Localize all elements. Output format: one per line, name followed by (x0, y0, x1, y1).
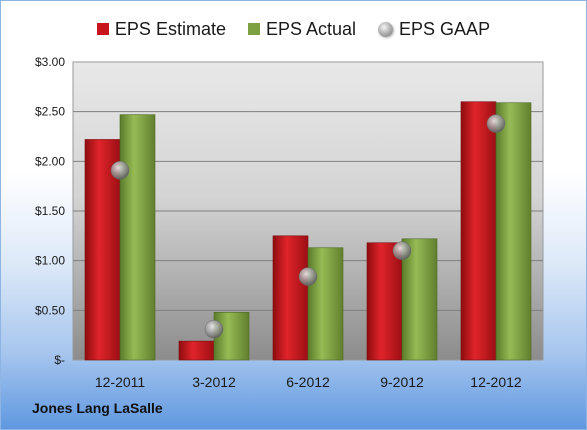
bar-eps-estimate (460, 101, 497, 361)
bar-eps-actual (213, 312, 250, 361)
legend-item-estimate: EPS Estimate (96, 18, 226, 40)
x-tick-label: 6-2012 (286, 374, 330, 390)
y-tick-label: $0.50 (35, 303, 65, 317)
gaap-markers (110, 114, 506, 339)
marker-eps-gaap (392, 241, 412, 260)
legend-item-actual: EPS Actual (247, 18, 357, 40)
x-axis: 12-2011 3-2012 6-2012 9-2012 12-2012 (95, 374, 522, 390)
marker-eps-gaap (486, 114, 506, 133)
bar-eps-actual (401, 238, 438, 361)
legend-swatch-actual (247, 23, 260, 35)
legend-swatch-estimate (96, 23, 109, 35)
y-tick-label: $2.50 (35, 105, 65, 119)
y-tick-label: $3.00 (35, 55, 65, 69)
x-tick-label: 12-2011 (95, 374, 146, 390)
bar-eps-actual (119, 114, 156, 361)
marker-eps-gaap (298, 267, 318, 286)
legend-item-gaap: EPS GAAP (378, 19, 490, 40)
bar-eps-estimate (272, 235, 309, 361)
marker-eps-gaap (110, 161, 130, 180)
legend-label-estimate: EPS Estimate (114, 18, 226, 39)
x-tick-label: 3-2012 (192, 374, 236, 390)
y-tick-label: $2.00 (35, 154, 65, 168)
company-name: Jones Lang LaSalle (32, 400, 163, 416)
y-tick-label: $1.00 (35, 254, 65, 268)
legend-label-actual: EPS Actual (265, 18, 357, 39)
bars (84, 101, 532, 361)
y-axis: $- $0.50 $1.00 $1.50 $2.00 $2.50 $3.00 (35, 55, 65, 367)
bar-eps-actual (307, 247, 344, 361)
y-tick-label: $- (54, 353, 65, 367)
bar-eps-estimate (366, 242, 403, 361)
bar-eps-estimate (178, 340, 215, 361)
legend-swatch-gaap (378, 21, 394, 37)
chart-legend: EPS Estimate EPS Actual EPS GAAP (0, 14, 587, 44)
x-tick-label: 9-2012 (380, 374, 424, 390)
x-tick-label: 12-2012 (470, 374, 522, 390)
marker-eps-gaap (204, 319, 224, 339)
legend-label-gaap: EPS GAAP (399, 18, 491, 39)
y-tick-label: $1.50 (35, 204, 65, 218)
bar-eps-actual (495, 102, 532, 361)
